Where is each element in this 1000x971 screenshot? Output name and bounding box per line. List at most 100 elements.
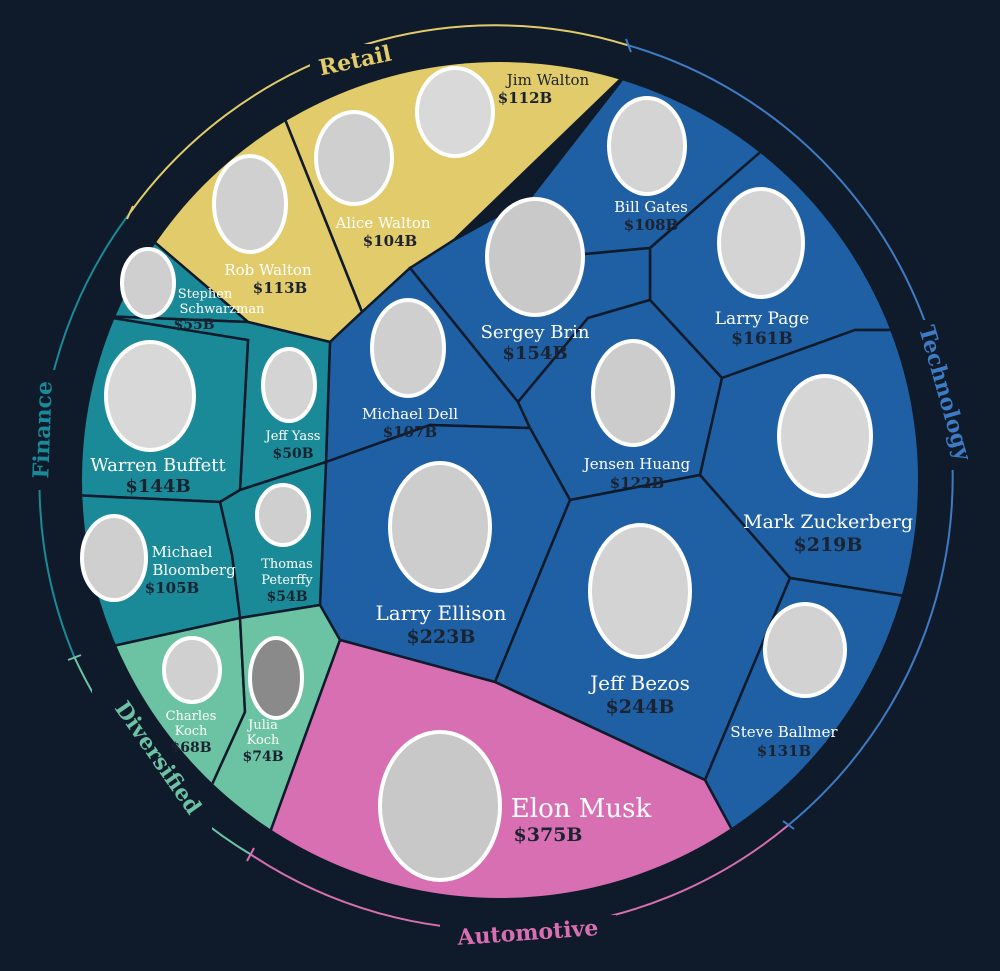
label-name: Jensen Huang [582, 455, 691, 473]
face-shape [314, 110, 394, 206]
label-value: $54B [266, 589, 307, 605]
portrait-jensen-huang [591, 339, 675, 447]
label-value: $107B [383, 423, 437, 441]
label-value: $375B [514, 824, 583, 846]
label-value: $244B [606, 696, 675, 718]
label-value: $55B [173, 317, 214, 333]
label-name-line: Schwarzman [180, 302, 266, 317]
portrait-larry-page [717, 187, 805, 299]
arc-tick [625, 38, 632, 53]
face-shape [607, 96, 687, 196]
label-value: $113B [253, 279, 307, 297]
label-value: $144B [125, 476, 190, 497]
label-name: Mark Zuckerberg [743, 511, 913, 533]
label-value: $74B [242, 749, 283, 765]
label-value: $223B [407, 626, 476, 648]
label-name: Rob Walton [224, 261, 312, 279]
label-value: $68B [170, 740, 211, 756]
portrait-jim-walton [415, 66, 495, 158]
label-name-line: Thomas [261, 557, 313, 572]
label-value: $219B [794, 534, 863, 556]
label-name: Larry Ellison [376, 601, 507, 625]
arc-tick [126, 205, 134, 220]
face-shape [162, 636, 222, 704]
face-shape [388, 461, 492, 593]
label-name: Elon Musk [511, 794, 652, 824]
portrait-michael-dell [370, 298, 446, 398]
sector-arc-ticks [67, 38, 795, 862]
portrait-sergey-brin [485, 197, 585, 317]
face-shape [120, 247, 176, 319]
label-name: Jeff Bezos [588, 671, 690, 695]
face-shape [588, 523, 692, 659]
portrait-warren-buffett [104, 340, 196, 452]
label-name: Warren Buffett [90, 455, 226, 476]
label-name-line: Charles [166, 709, 217, 724]
label-name: Sergey Brin [481, 322, 590, 343]
sector-label-bg [26, 370, 62, 490]
portrait-larry-ellison [388, 461, 492, 593]
label-name-line: Bloomberg [152, 561, 236, 579]
label-value: $108B [624, 216, 678, 234]
face-shape [248, 636, 304, 720]
sector-label-bg [440, 915, 616, 951]
label-value: $122B [610, 474, 664, 492]
label-value: $50B [272, 446, 313, 462]
label-name-line: Koch [247, 733, 280, 748]
label-name-line: Stephen [178, 287, 233, 302]
face-shape [80, 514, 148, 602]
portrait-jeff-yass [261, 347, 317, 423]
face-shape [591, 339, 675, 447]
label-value: $112B [498, 89, 552, 107]
portrait-steve-ballmer [763, 602, 847, 698]
label-value: $161B [731, 329, 793, 349]
label-name: Bill Gates [614, 198, 688, 216]
portrait-alice-walton [314, 110, 394, 206]
portrait-thomas-peterffy [255, 483, 311, 547]
face-shape [378, 730, 502, 882]
label-name-line: Michael [152, 543, 213, 561]
label-name: Jim Walton [505, 71, 590, 89]
arc-tick [246, 847, 255, 862]
face-shape [261, 347, 317, 423]
portrait-rob-walton [212, 154, 288, 254]
face-shape [104, 340, 196, 452]
face-shape [777, 374, 873, 498]
sector-label-bg [310, 44, 400, 76]
sector-label-bg [920, 320, 956, 470]
label-value: $104B [363, 232, 417, 250]
cells [82, 62, 918, 898]
face-shape [763, 602, 847, 698]
label-name: Steve Ballmer [730, 723, 838, 741]
label-name-line: Julia [246, 718, 278, 733]
sector-label-finance: Finance [28, 381, 57, 479]
label-name: Alice Walton [334, 214, 430, 232]
portraits [80, 66, 873, 882]
portrait-julia-koch [248, 636, 304, 720]
portrait-bill-gates [607, 96, 687, 196]
face-shape [415, 66, 495, 158]
arc-tick [67, 654, 82, 661]
portrait-stephen-schwarzman [120, 247, 176, 319]
label-value: $154B [502, 343, 567, 364]
portrait-jeff-bezos [588, 523, 692, 659]
face-shape [717, 187, 805, 299]
face-shape [370, 298, 446, 398]
portrait-elon-musk [378, 730, 502, 882]
portrait-charles-koch [162, 636, 222, 704]
face-shape [212, 154, 288, 254]
label-name: Larry Page [715, 309, 809, 329]
face-shape [255, 483, 311, 547]
portrait-mark-zuckerberg [777, 374, 873, 498]
face-shape [485, 197, 585, 317]
label-value: $105B [145, 579, 199, 597]
portrait-michael-bloomberg [80, 514, 148, 602]
label-name: Michael Dell [362, 405, 458, 423]
labels: Jim Walton $112B Alice Walton $104B Rob … [90, 71, 913, 846]
label-value: $131B [757, 742, 811, 760]
label-name-line: Peterffy [261, 573, 313, 588]
label-name: Jeff Yass [264, 429, 321, 444]
label-name-line: Koch [175, 724, 208, 739]
arc-tick [782, 820, 795, 830]
